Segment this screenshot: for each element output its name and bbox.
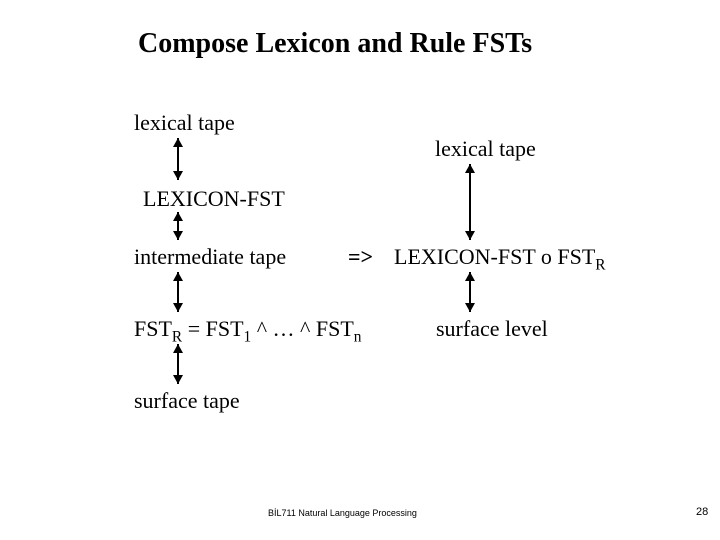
arrow-right-2 [460, 0, 480, 540]
arrow-left-4 [168, 0, 188, 540]
right-lexfst-text: LEXICON-FST o FST [394, 244, 595, 269]
footer-page-number: 28 [696, 506, 708, 518]
left-intermediate-tape: intermediate tape [134, 244, 286, 270]
footer-center: BİL711 Natural Language Processing [268, 508, 417, 518]
fst-r-prefix: FST [134, 316, 172, 341]
right-lexfst-sub: R [595, 256, 605, 273]
slide: { "title": { "text": "Compose Lexicon an… [0, 0, 720, 540]
arrow-operator: => [348, 244, 373, 270]
fst-dots: ^ … ^ FST [251, 316, 354, 341]
fst-n-sub: n [354, 328, 362, 345]
fst-eq: = FST [182, 316, 243, 341]
right-lexical-tape: lexical tape [435, 136, 536, 162]
left-lexicon-fst: LEXICON-FST [143, 186, 285, 212]
right-lexicon-fst-composed: LEXICON-FST o FSTR [394, 244, 606, 274]
right-surface-level: surface level [436, 316, 548, 342]
